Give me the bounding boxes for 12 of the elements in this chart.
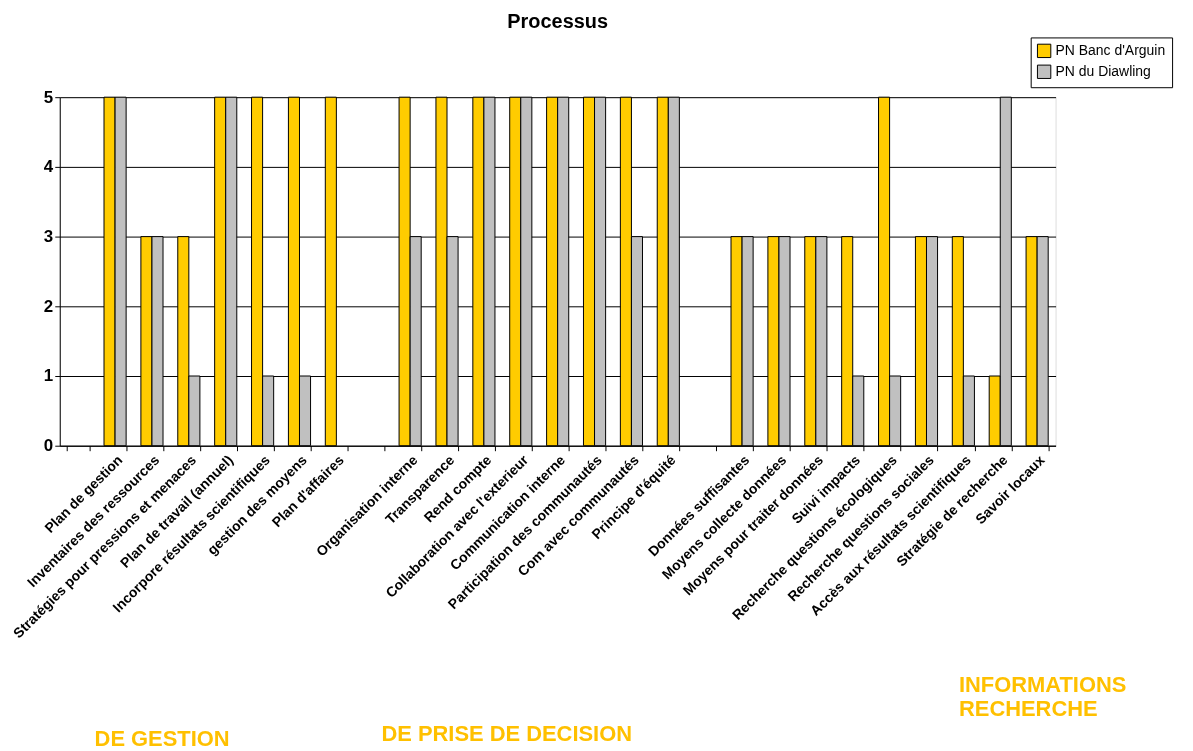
y-tick-label: 5: [43, 87, 54, 107]
chart-title: Processus: [507, 9, 609, 32]
legend-label: PN Banc d'Arguin: [1055, 41, 1166, 58]
y-tick-label: 0: [43, 436, 54, 456]
text: INFORMATIONS RECHERCHE: [958, 671, 1127, 721]
y-tick-label: 3: [43, 227, 54, 247]
text: DE PRISE DE DECISION: [381, 721, 632, 747]
legend-label: PN du Diawling: [1055, 62, 1151, 79]
text: DE GESTION: [94, 726, 230, 751]
y-tick-label: 1: [43, 366, 54, 386]
y-tick-label: 4: [43, 157, 54, 177]
y-tick-label: 2: [43, 296, 54, 316]
